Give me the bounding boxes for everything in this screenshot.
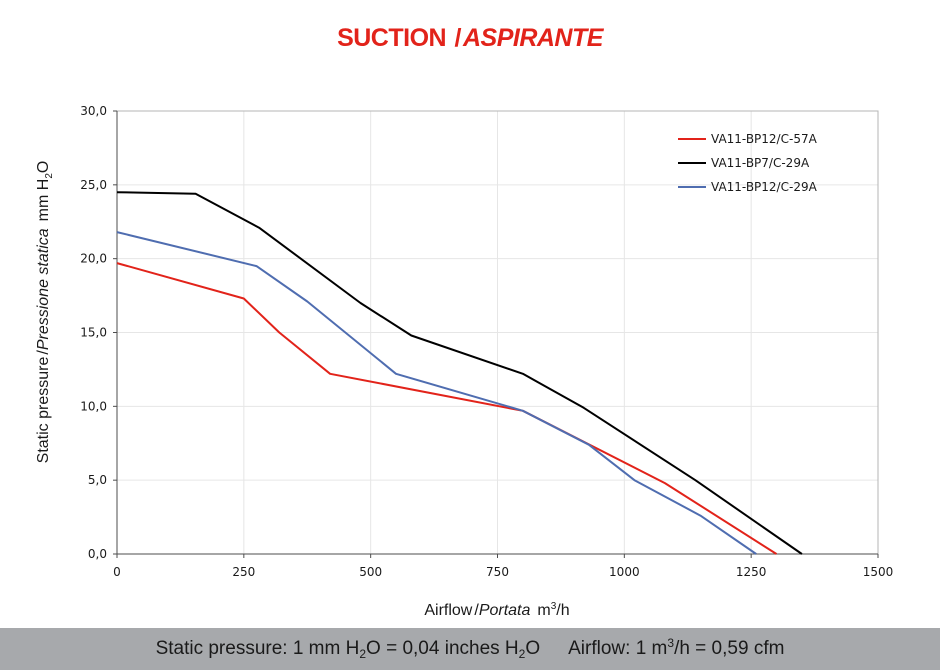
x-tick-label: 0	[113, 565, 121, 579]
x-tick-label: 1000	[609, 565, 640, 579]
legend: VA11-BP12/C-57A VA11-BP7/C-29A VA11-BP12/C…	[678, 132, 818, 194]
y-tick-label: 20,0	[80, 252, 107, 266]
x-axis-ticks: 0 250 500 750 1000 1250 1500	[113, 554, 893, 579]
x-tick-label: 1500	[863, 565, 894, 579]
x-tick-label: 250	[232, 565, 255, 579]
series-line-3	[116, 231, 757, 555]
legend-label-2: VA11-BP7/C-29A	[711, 156, 810, 170]
grid	[117, 110, 879, 554]
airflow-conversion: Airflow: 1 m3/h = 0,59 cfm	[568, 636, 785, 659]
y-tick-label: 0,0	[88, 547, 107, 561]
x-tick-label: 750	[486, 565, 509, 579]
y-axis-ticks: 0,0 5,0 10,0 15,0 20,0 25,0 30,0	[80, 104, 117, 561]
chart-title-alt: ASPIRANTE	[462, 24, 603, 52]
chart-title-main: SUCTION	[337, 24, 447, 52]
y-tick-label: 5,0	[88, 473, 107, 487]
legend-label-1: VA11-BP12/C-57A	[711, 132, 818, 146]
legend-label-3: VA11-BP12/C-29A	[711, 180, 818, 194]
series-group	[116, 191, 803, 555]
x-tick-label: 1250	[736, 565, 767, 579]
pressure-conversion: Static pressure: 1 mm H2O = 0,04 inches …	[155, 638, 541, 661]
y-tick-label: 30,0	[80, 104, 107, 118]
y-tick-label: 10,0	[80, 399, 107, 413]
y-tick-label: 25,0	[80, 178, 107, 192]
x-tick-label: 500	[359, 565, 382, 579]
conversion-footer: Static pressure: 1 mm H2O = 0,04 inches …	[0, 628, 940, 670]
y-tick-label: 15,0	[80, 326, 107, 340]
chart-area: 0 250 500 750 1000 1250 1500 0,0 5,0 10,0 15,0 20,…	[35, 104, 893, 619]
series-line-1	[116, 262, 778, 555]
chart-title-separator: /	[454, 24, 462, 52]
series-line-2	[116, 191, 803, 555]
y-axis-title: Static pressure/Pressione staticamm H2O	[35, 161, 55, 464]
chart-title: SUCTION /ASPIRANTE	[0, 24, 940, 53]
x-axis-title: Airflow/Portata m3/h	[424, 601, 569, 619]
